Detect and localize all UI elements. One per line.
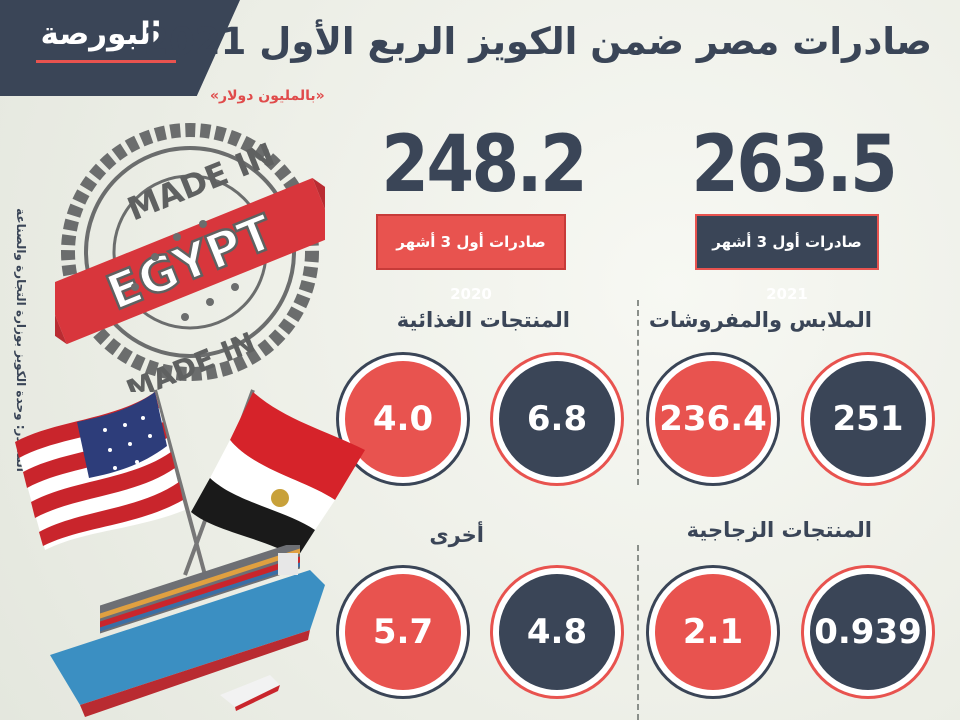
logo-band xyxy=(0,0,240,96)
category-title-glass: المنتجات الزجاجية xyxy=(686,518,872,542)
egypt-flag-icon xyxy=(191,392,365,558)
food-2020-circle: 4.0 xyxy=(339,355,467,483)
column-divider-top xyxy=(637,300,639,485)
logo[interactable]: البورصة xyxy=(40,16,163,52)
glass-2020-circle: 2.1 xyxy=(649,568,777,696)
clothing-2020-circle: 236.4 xyxy=(649,355,777,483)
total-2020-label: صادرات أول 3 أشهر 2020 xyxy=(376,214,566,303)
column-divider-bottom xyxy=(637,545,639,720)
total-2020-value: 248.2 xyxy=(381,120,588,210)
category-title-food: المنتجات الغذائية xyxy=(396,308,570,332)
stamp-middle-text: EGYPT xyxy=(99,204,281,321)
cargo-ship-icon xyxy=(50,545,325,717)
other-2021-circle: 4.8 xyxy=(493,568,621,696)
category-title-other: أخرى xyxy=(429,523,484,547)
category-title-clothing: الملابس والمفروشات xyxy=(648,308,872,332)
unit-note: «بالمليون دولار» xyxy=(210,88,325,104)
total-2021-label: صادرات أول 3 أشهر 2021 xyxy=(695,214,879,303)
total-2021-value: 263.5 xyxy=(691,120,898,210)
page-title: صادرات مصر ضمن الكويز الربع الأول 2021 xyxy=(143,20,932,63)
flags-illustration xyxy=(15,389,365,576)
logo-underline xyxy=(36,60,176,63)
clothing-2021-circle: 251 xyxy=(804,355,932,483)
usa-flag-icon xyxy=(15,392,185,550)
other-2020-circle: 5.7 xyxy=(339,568,467,696)
food-2021-circle: 6.8 xyxy=(493,355,621,483)
made-in-egypt-stamp-icon: MADE IN MADE IN EGYPT xyxy=(55,123,325,392)
glass-2021-circle: 0.939 xyxy=(804,568,932,696)
